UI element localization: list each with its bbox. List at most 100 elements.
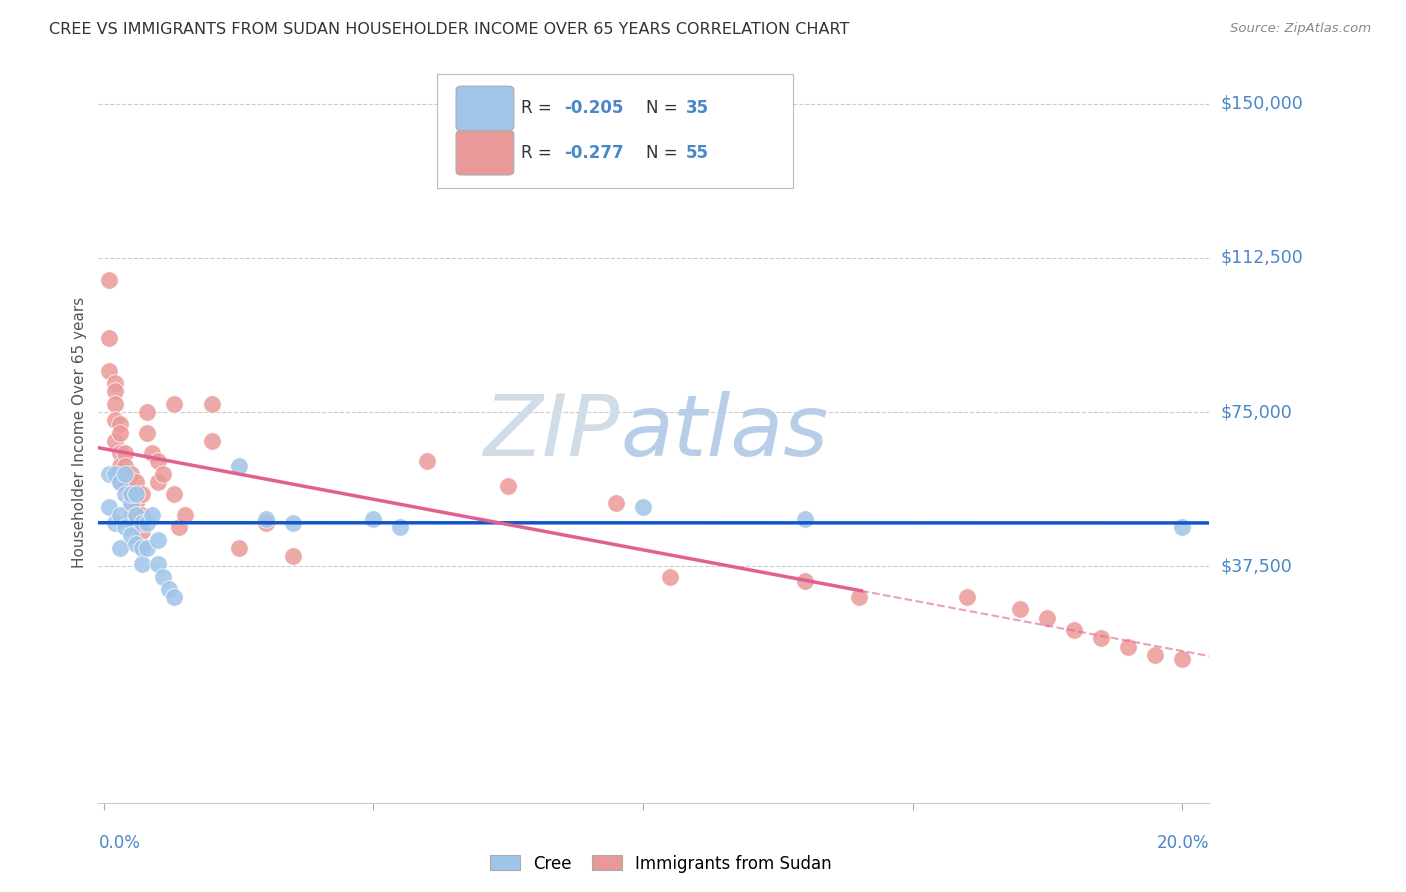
Text: N =: N = — [645, 144, 683, 161]
Point — [136, 405, 159, 419]
Point — [131, 508, 153, 522]
Point — [848, 590, 870, 604]
Text: $37,500: $37,500 — [1220, 558, 1292, 575]
Point — [254, 516, 277, 530]
Point — [173, 508, 195, 522]
Point — [141, 508, 163, 522]
Point — [98, 273, 121, 287]
Point — [98, 500, 121, 514]
Point — [108, 475, 131, 489]
Point — [146, 558, 169, 572]
Text: 55: 55 — [686, 144, 709, 161]
Point — [108, 508, 131, 522]
Text: -0.277: -0.277 — [564, 144, 623, 161]
Point — [1010, 602, 1032, 616]
Point — [131, 524, 153, 539]
FancyBboxPatch shape — [456, 130, 513, 175]
Y-axis label: Householder Income Over 65 years: Householder Income Over 65 years — [72, 297, 87, 568]
Text: atlas: atlas — [620, 391, 828, 475]
Point — [659, 569, 682, 583]
Point — [108, 417, 131, 432]
Text: $75,000: $75,000 — [1220, 403, 1292, 421]
Point — [114, 475, 136, 489]
Point — [416, 454, 439, 468]
Text: N =: N = — [645, 99, 683, 118]
Point — [114, 467, 136, 481]
Point — [104, 434, 127, 448]
Point — [363, 512, 385, 526]
Point — [104, 467, 127, 481]
Point — [120, 495, 142, 509]
Point — [104, 384, 127, 399]
Point — [152, 569, 174, 583]
Point — [104, 376, 127, 391]
Point — [389, 520, 412, 534]
Point — [114, 458, 136, 473]
Point — [120, 487, 142, 501]
Text: 0.0%: 0.0% — [98, 834, 141, 852]
Point — [108, 541, 131, 555]
Point — [131, 541, 153, 555]
Point — [1036, 610, 1059, 624]
Point — [1090, 632, 1112, 646]
Point — [125, 508, 148, 522]
Point — [496, 479, 519, 493]
Point — [104, 516, 127, 530]
Point — [104, 413, 127, 427]
Point — [120, 487, 142, 501]
Point — [1171, 652, 1194, 666]
Point — [125, 495, 148, 509]
FancyBboxPatch shape — [456, 87, 513, 130]
Point — [1063, 623, 1085, 637]
Point — [136, 516, 159, 530]
Point — [131, 516, 153, 530]
Point — [201, 397, 224, 411]
Point — [136, 541, 159, 555]
Point — [163, 397, 186, 411]
Text: CREE VS IMMIGRANTS FROM SUDAN HOUSEHOLDER INCOME OVER 65 YEARS CORRELATION CHART: CREE VS IMMIGRANTS FROM SUDAN HOUSEHOLDE… — [49, 22, 849, 37]
Point — [120, 500, 142, 514]
Text: 20.0%: 20.0% — [1157, 834, 1209, 852]
Point — [104, 397, 127, 411]
Point — [108, 458, 131, 473]
Point — [125, 536, 148, 550]
Legend: Cree, Immigrants from Sudan: Cree, Immigrants from Sudan — [484, 848, 838, 880]
Point — [146, 475, 169, 489]
Text: $150,000: $150,000 — [1220, 95, 1303, 112]
Point — [1171, 520, 1194, 534]
Point — [114, 487, 136, 501]
Point — [141, 446, 163, 460]
Point — [108, 425, 131, 440]
Point — [125, 475, 148, 489]
Point — [98, 331, 121, 345]
Point — [146, 533, 169, 547]
Point — [201, 434, 224, 448]
Point — [136, 425, 159, 440]
Text: R =: R = — [520, 99, 557, 118]
Point — [120, 467, 142, 481]
Point — [120, 528, 142, 542]
Text: Source: ZipAtlas.com: Source: ZipAtlas.com — [1230, 22, 1371, 36]
Point — [605, 495, 627, 509]
Point — [114, 520, 136, 534]
Point — [793, 574, 815, 588]
Point — [228, 541, 250, 555]
Point — [120, 512, 142, 526]
Point — [955, 590, 977, 604]
Point — [281, 516, 304, 530]
Text: $112,500: $112,500 — [1220, 249, 1303, 267]
Point — [125, 487, 148, 501]
Point — [169, 520, 191, 534]
Point — [163, 487, 186, 501]
Point — [131, 487, 153, 501]
Point — [146, 454, 169, 468]
Point — [108, 446, 131, 460]
Text: -0.205: -0.205 — [564, 99, 623, 118]
Point — [1116, 640, 1139, 654]
FancyBboxPatch shape — [437, 73, 793, 188]
Point — [114, 446, 136, 460]
Point — [793, 512, 815, 526]
Point — [281, 549, 304, 563]
Point — [98, 467, 121, 481]
Point — [108, 475, 131, 489]
